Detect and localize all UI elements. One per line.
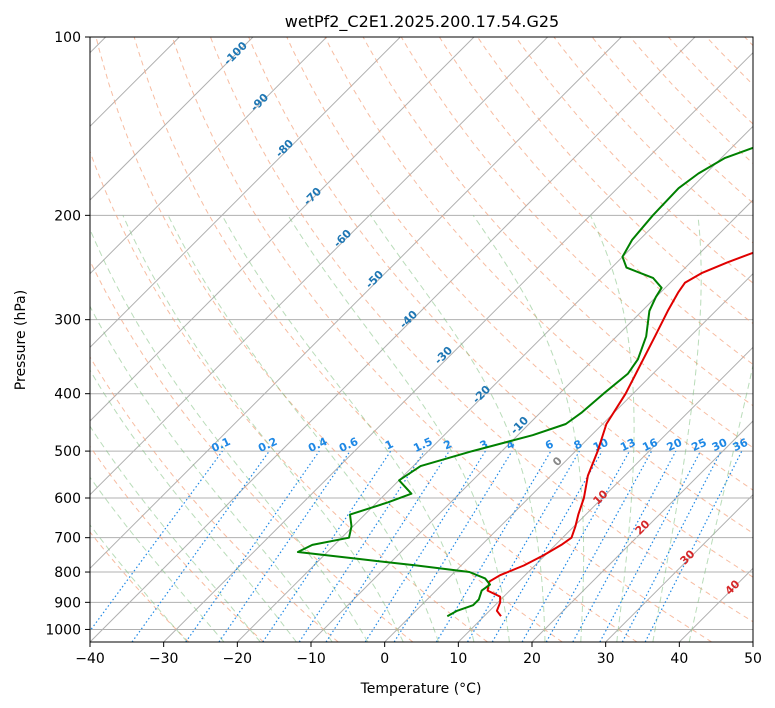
dry-adiabat	[90, 150, 488, 642]
mixing-ratio-label: 13	[618, 436, 637, 454]
y-tick-label: 600	[54, 491, 81, 507]
mixing-ratio-line	[435, 450, 552, 642]
dry-adiabat	[362, 37, 753, 449]
dry-adiabat	[90, 259, 414, 642]
mixing-ratio-label: 10	[591, 436, 611, 454]
isotherm-line	[236, 125, 753, 642]
isotherm-line	[384, 272, 753, 642]
dry-adiabat	[286, 37, 753, 534]
x-tick-label: 50	[744, 651, 762, 667]
isotherm-line	[163, 51, 753, 642]
moist-adiabat	[221, 215, 475, 642]
dry-adiabat	[210, 37, 753, 623]
moist-adiabat	[652, 215, 702, 642]
isotherm-line	[90, 37, 328, 275]
y-tick-label: 500	[54, 444, 81, 460]
x-tick-label: 30	[597, 651, 615, 667]
dry-adiabat	[90, 356, 339, 642]
moist-adiabat	[90, 369, 297, 642]
mixing-ratio-line	[393, 450, 513, 642]
moist-adiabat	[589, 215, 635, 642]
isotherm-line	[605, 493, 753, 642]
y-axis: 100 200 300 400 500 600 700 800 900 1000	[45, 30, 90, 638]
moist-adiabat	[90, 228, 369, 642]
moist-adiabat	[370, 215, 546, 642]
mixing-ratio-line	[545, 450, 653, 642]
x-tick-label: 0	[380, 651, 389, 667]
plot-area: 0.1 0.2 0.4 0.6 1 1.5 2 3 4 6 8 10 13 16 20 25 30 36-100-…	[90, 37, 753, 642]
mixing-ratio-line	[466, 450, 580, 642]
x-tick-label: 40	[670, 651, 688, 667]
mixing-ratio-line	[185, 450, 320, 642]
moist-adiabat	[472, 215, 585, 642]
mixing-ratio-label: 25	[689, 436, 708, 454]
y-axis-label: Pressure (hPa)	[13, 290, 29, 390]
x-tick-label: −40	[75, 651, 105, 667]
isotherm-line	[90, 37, 549, 496]
mixing-ratio-line	[521, 450, 631, 642]
dry-adiabat	[171, 37, 712, 642]
mixing-ratio-line	[325, 450, 450, 642]
y-tick-label: 200	[54, 208, 81, 224]
isotherm-line	[90, 37, 696, 642]
dry-adiabat	[324, 37, 753, 491]
mixing-ratio-label: 36	[731, 436, 751, 454]
moist-adiabat	[90, 425, 261, 642]
y-tick-label: 400	[54, 387, 81, 403]
mixing-ratio-label: 16	[640, 436, 660, 454]
dry-adiabat	[133, 37, 638, 642]
x-tick-label: −30	[149, 651, 179, 667]
dry-adiabat	[477, 37, 753, 325]
mixing-ratio-line	[218, 450, 351, 642]
dry-adiabat	[95, 37, 563, 642]
y-tick-label: 1000	[45, 622, 81, 638]
dry-adiabat	[248, 37, 753, 578]
isotherm-line	[531, 420, 753, 642]
x-tick-label: 20	[523, 651, 541, 667]
y-tick-label: 100	[54, 30, 81, 46]
dewpoint-profile	[296, 146, 753, 618]
temperature-profile	[486, 251, 753, 617]
mixing-ratio-lines	[90, 450, 743, 642]
y-tick-label: 800	[54, 565, 81, 581]
x-axis: −40 −30 −20 −10 0 10 20 30 40 50	[75, 642, 762, 667]
mixing-ratio-line	[364, 450, 486, 642]
x-tick-label: −20	[223, 651, 253, 667]
isotherm-line	[90, 37, 254, 201]
isotherm-line	[457, 346, 753, 642]
plot-frame	[89, 36, 754, 643]
chart-title: wetPf2_C2E1.2025.200.17.54.G25	[285, 12, 559, 32]
x-axis-label: Temperature (°C)	[360, 681, 482, 697]
x-tick-label: 10	[449, 651, 467, 667]
mixing-ratio-label: 20	[665, 436, 685, 454]
mixing-ratio-line	[572, 450, 677, 642]
x-tick-label: −10	[296, 651, 326, 667]
skewed-isotherm-grid	[90, 37, 753, 642]
moist-adiabat	[90, 305, 333, 642]
dry-adiabats	[90, 37, 753, 642]
y-tick-label: 700	[54, 531, 81, 547]
mixing-ratio-label: 30	[710, 436, 730, 454]
isotherm-line	[90, 37, 401, 349]
isobar-grid	[90, 37, 753, 630]
moist-adiabat	[90, 476, 225, 642]
y-tick-label: 300	[54, 313, 81, 329]
moist-adiabat	[122, 215, 404, 642]
isotherm-line	[90, 37, 622, 570]
sounding-profiles	[296, 146, 753, 618]
isotherm-line	[90, 37, 475, 422]
mixing-ratio-line	[491, 450, 603, 642]
y-tick-label: 900	[54, 595, 81, 611]
